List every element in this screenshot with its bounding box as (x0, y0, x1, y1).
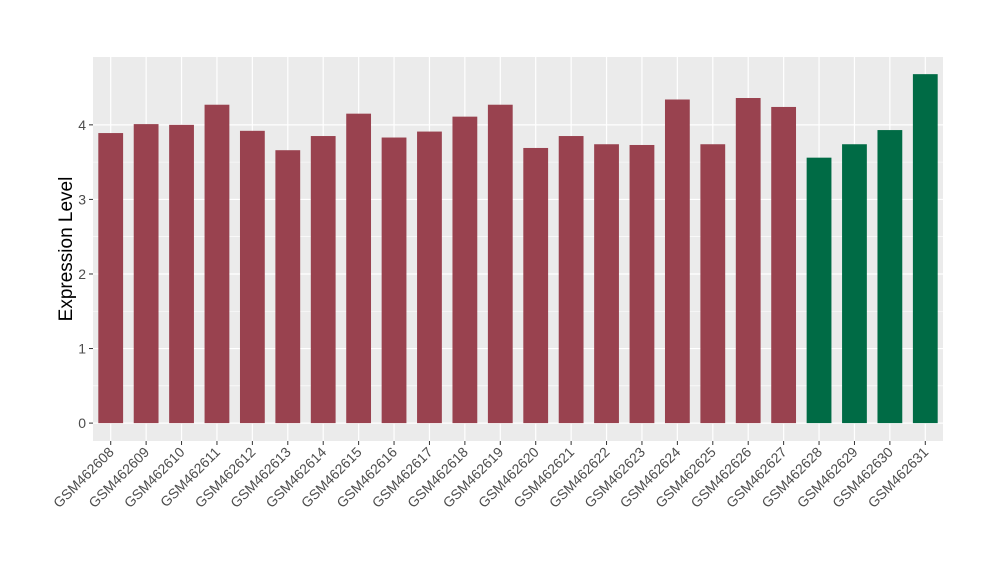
bar (417, 131, 442, 424)
y-tick-label: 3 (78, 191, 86, 207)
bar (664, 99, 690, 424)
y-tick-label: 0 (78, 415, 86, 431)
bar (169, 124, 194, 424)
bar (700, 144, 726, 424)
y-axis-title: Expression Level (56, 177, 77, 322)
bar (912, 74, 938, 424)
bar (771, 106, 797, 424)
bar (558, 136, 584, 424)
bar (275, 150, 301, 424)
bar (806, 157, 832, 424)
y-tick-label: 2 (78, 266, 86, 282)
bar (239, 130, 265, 424)
bar (98, 133, 124, 424)
bar (452, 116, 478, 424)
y-tick-label: 4 (78, 117, 86, 133)
bar (346, 113, 372, 424)
bar (204, 104, 230, 424)
bar (629, 144, 655, 424)
bar (735, 98, 761, 424)
bar (594, 144, 619, 424)
y-tick-label: 1 (78, 341, 86, 357)
bar (877, 130, 903, 424)
bar (487, 104, 513, 424)
bar (133, 124, 159, 424)
bar (523, 147, 549, 424)
plot-panel (93, 57, 943, 441)
bar (381, 137, 407, 424)
bar (842, 144, 867, 424)
bar (310, 136, 336, 424)
